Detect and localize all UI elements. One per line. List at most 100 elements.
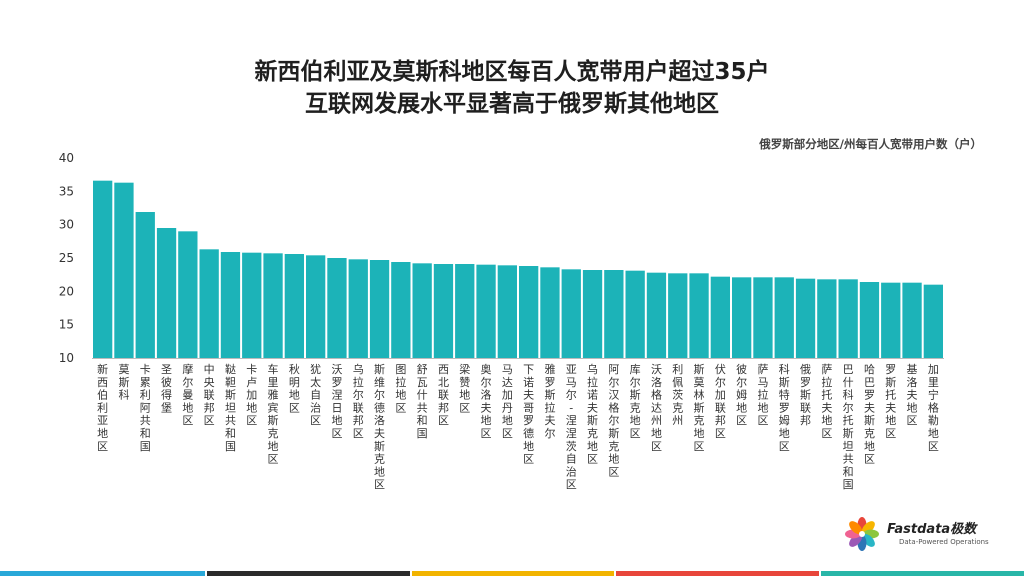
x-tick-label: 卡卢加地区 bbox=[246, 363, 257, 427]
brand-name: Fastdata极数 bbox=[887, 522, 977, 537]
bar bbox=[263, 253, 283, 358]
bar bbox=[242, 252, 262, 358]
bar bbox=[732, 277, 752, 358]
bar bbox=[284, 254, 304, 358]
bottom-stripe bbox=[0, 571, 205, 576]
brand-logo: Fastdata极数 Data-Powered Operations bbox=[842, 514, 1002, 554]
bar bbox=[391, 262, 411, 358]
bar bbox=[753, 277, 773, 358]
x-tick-label: 乌拉诺夫斯克地区 bbox=[587, 362, 598, 466]
x-tick-label: 科斯特罗姆地区 bbox=[779, 362, 790, 453]
x-tick-label: 俄罗斯联邦 bbox=[800, 363, 811, 427]
x-tick-label: 斯维尔德洛夫斯克地区 bbox=[374, 363, 385, 491]
x-tick-label: 鞑靼斯坦共和国 bbox=[225, 362, 236, 453]
x-tick-label: 萨马拉地区 bbox=[757, 363, 768, 427]
x-tick-label: 乌拉尔联邦区 bbox=[353, 362, 364, 440]
x-tick-label: 梁赞地区 bbox=[459, 362, 470, 414]
x-tick-label: 马达加丹地区 bbox=[502, 363, 513, 440]
x-tick-label: 犹太自治区 bbox=[310, 363, 321, 427]
brand-tagline: Data-Powered Operations bbox=[899, 538, 989, 546]
x-tick-label: 雅罗斯拉夫尔 bbox=[544, 362, 555, 440]
x-tick-label: 斯莫林斯克地区 bbox=[694, 363, 705, 453]
x-tick-label: 彼尔姆地区 bbox=[736, 363, 747, 427]
bar bbox=[561, 269, 581, 358]
bar bbox=[774, 277, 794, 358]
logo-petal bbox=[849, 521, 863, 535]
bar bbox=[348, 259, 368, 358]
logo-petal bbox=[861, 533, 875, 547]
bar bbox=[646, 272, 667, 358]
bar bbox=[902, 282, 922, 358]
x-tick-label: 圣彼得堡 bbox=[161, 363, 172, 414]
logo-center bbox=[859, 531, 865, 537]
y-tick-label: 10 bbox=[59, 351, 74, 365]
x-tick-label: 哈巴罗夫斯克地区 bbox=[864, 363, 875, 466]
x-tick-label: 加里宁格勒地区 bbox=[928, 363, 939, 453]
bar bbox=[135, 212, 155, 358]
bar bbox=[582, 270, 603, 358]
bar bbox=[710, 276, 730, 358]
y-tick-label: 30 bbox=[59, 218, 74, 232]
bottom-stripe bbox=[206, 571, 410, 576]
x-tick-label: 罗斯托夫地区 bbox=[885, 363, 896, 440]
x-tick-label: 舒瓦什共和国 bbox=[417, 362, 428, 440]
x-tick-label: 摩尔曼地区 bbox=[182, 362, 193, 427]
bar bbox=[859, 282, 880, 358]
bar bbox=[306, 255, 326, 358]
logo-petal bbox=[861, 521, 875, 535]
bar bbox=[114, 182, 134, 358]
bar bbox=[433, 264, 454, 358]
x-tick-label: 卡累利阿共和国 bbox=[140, 363, 151, 453]
unit-label: 俄罗斯部分地区/州每百人宽带用户数（户） bbox=[759, 137, 982, 151]
bar bbox=[519, 266, 539, 358]
bottom-stripe bbox=[821, 571, 1024, 576]
x-tick-label: 亚马尔-涅涅茨自治区 bbox=[566, 363, 577, 491]
bar bbox=[476, 264, 496, 358]
bar bbox=[540, 267, 560, 358]
bar bbox=[838, 279, 858, 358]
bottom-stripe bbox=[411, 571, 615, 576]
bar bbox=[604, 270, 624, 358]
bar bbox=[412, 263, 432, 358]
bar bbox=[369, 260, 390, 358]
x-tick-label: 奥尔洛夫地区 bbox=[481, 362, 492, 440]
bar bbox=[497, 265, 517, 358]
bar bbox=[455, 264, 475, 358]
x-tick-label: 新西伯利亚地区 bbox=[97, 362, 108, 453]
bar bbox=[220, 252, 241, 358]
bar bbox=[625, 270, 645, 358]
x-tick-label: 中央联邦区 bbox=[204, 363, 215, 427]
flower-logo-icon bbox=[845, 517, 879, 551]
y-tick-label: 25 bbox=[59, 251, 74, 265]
bar bbox=[327, 258, 347, 358]
y-tick-label: 35 bbox=[59, 184, 74, 198]
x-tick-label: 沃洛格达州地区 bbox=[651, 363, 662, 453]
logo-petal bbox=[849, 533, 863, 547]
bar bbox=[178, 231, 198, 358]
x-tick-label: 伏尔加联邦区 bbox=[715, 362, 726, 440]
bar bbox=[199, 249, 219, 358]
bar bbox=[817, 279, 837, 358]
bar bbox=[881, 282, 901, 358]
x-tick-label: 车里雅宾斯克地区 bbox=[268, 362, 279, 466]
chart-title-line1: 新西伯利亚及莫斯科地区每百人宽带用户超过35户 bbox=[254, 59, 770, 85]
x-tick-label: 沃罗涅日地区 bbox=[331, 363, 342, 440]
bottom-stripe bbox=[616, 571, 820, 576]
x-tick-label: 图拉地区 bbox=[395, 363, 406, 414]
bar bbox=[93, 180, 113, 358]
x-tick-label: 阿尔汉格尔斯克地区 bbox=[608, 363, 619, 478]
x-tick-label: 利佩茨克州 bbox=[672, 363, 683, 427]
x-tick-label: 巴什科尔托斯坦共和国 bbox=[843, 363, 854, 491]
x-tick-label: 西北联邦区 bbox=[438, 363, 449, 427]
x-tick-label: 下诺夫哥罗德地区 bbox=[523, 363, 534, 466]
x-tick-label: 莫斯科 bbox=[118, 363, 129, 402]
chart-title-line2: 互联网发展水平显著高于俄罗斯其他地区 bbox=[305, 91, 719, 117]
bar bbox=[795, 278, 816, 358]
bar bbox=[689, 273, 709, 358]
y-tick-label: 40 bbox=[59, 151, 74, 165]
x-tick-label: 库尔斯克地区 bbox=[630, 363, 641, 440]
x-tick-label: 基洛夫地区 bbox=[907, 363, 918, 427]
bar bbox=[923, 284, 943, 358]
bar bbox=[156, 228, 177, 358]
